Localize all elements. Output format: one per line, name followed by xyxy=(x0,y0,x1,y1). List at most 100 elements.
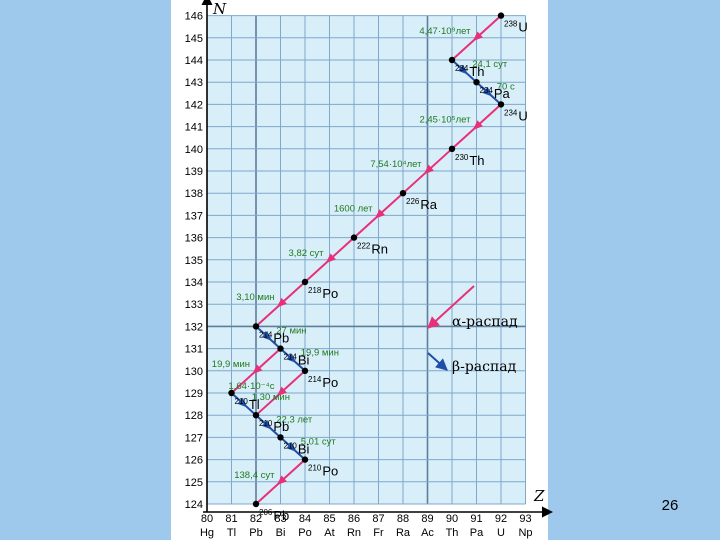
half-life-label: 4,47·10⁹лет xyxy=(419,26,471,37)
x-tick-label: 92 xyxy=(495,513,507,525)
x-tick-label: 90 xyxy=(446,513,458,525)
nuclide-label: 238U xyxy=(504,20,528,35)
nuclide-point xyxy=(252,412,260,419)
nuclide-mass: 206 xyxy=(259,508,273,517)
beta-decay-arrowhead xyxy=(457,64,468,75)
axes: N Z 124 125 126 127 128 129 130 131 132 133 134 135 13… xyxy=(185,0,554,539)
nuclide-label: 226Ra xyxy=(406,197,438,212)
element-symbol: Th xyxy=(446,527,459,539)
alpha-decay-arrowhead xyxy=(276,297,287,308)
y-tick-label: 132 xyxy=(185,321,203,333)
y-axis-label: N xyxy=(212,0,227,18)
nuclide-symbol: Tl xyxy=(249,397,260,412)
legend-alpha-arrow xyxy=(427,285,475,329)
nuclide-mass: 210 xyxy=(284,441,298,450)
y-tick-label: 138 xyxy=(185,188,203,200)
beta-decay-arrowhead xyxy=(286,442,297,452)
nuclide-point xyxy=(399,190,407,197)
x-tick-label: 91 xyxy=(470,513,482,525)
x-tick-label: 86 xyxy=(348,513,360,525)
nuclide-symbol: Pb xyxy=(273,508,289,523)
nuclide-symbol: Th xyxy=(469,153,484,168)
nuclide-mass: 234 xyxy=(480,86,494,95)
y-tick-label: 126 xyxy=(185,455,203,467)
y-tick-label: 142 xyxy=(185,99,203,111)
x-tick-label: 83 xyxy=(274,513,286,525)
alpha-decay-arrowhead xyxy=(423,164,434,175)
half-life-label: 1600 лет xyxy=(334,203,373,214)
nuclide-label: 234Th xyxy=(455,64,485,79)
decay-arrows: 4,47·10⁹лет 24,1 сут 70 с 2,45·10⁵лет 7,54·1… xyxy=(212,16,515,503)
alpha-decay-arrowhead xyxy=(374,209,385,219)
nuclide-symbol: Po xyxy=(322,286,338,301)
y-tick-label: 125 xyxy=(185,477,203,489)
y-tick-label: 144 xyxy=(185,55,203,67)
nuclide-point xyxy=(448,145,456,152)
nuclide-label: 214Bi xyxy=(284,353,310,368)
y-tick-label: 137 xyxy=(185,210,203,222)
beta-decay-arrowhead xyxy=(261,419,272,430)
half-life-label: 70 с xyxy=(497,81,515,92)
nuclide-label: 210Bi xyxy=(284,441,310,456)
nuclide-point xyxy=(228,389,235,397)
x-axis-label: Z xyxy=(533,487,545,505)
half-life-label: 22,3 лет xyxy=(276,414,313,425)
x-tick-label: 87 xyxy=(372,513,384,525)
nuclide-mass: 214 xyxy=(259,330,273,339)
slide-number: 26 xyxy=(661,497,679,514)
nuclide-label: 234Pa xyxy=(480,86,511,101)
half-life-label: 19,9 мин xyxy=(212,359,250,370)
nuclide-mass: 214 xyxy=(308,375,322,384)
alpha-decay-arrowhead xyxy=(472,31,483,42)
nuclide-symbol: Rn xyxy=(371,242,388,257)
nuclide-mass: 210 xyxy=(308,464,322,473)
x-tick-label: 88 xyxy=(397,513,409,525)
nuclide-symbol: U xyxy=(518,108,527,123)
x-tick-label: 80 xyxy=(201,513,213,525)
y-tick-label: 131 xyxy=(185,344,203,356)
nuclide-label: 222Rn xyxy=(357,242,388,257)
nuclide-point xyxy=(277,434,284,441)
x-tick-label: 82 xyxy=(250,513,262,525)
legend-beta-arrow xyxy=(427,352,448,371)
nuclide-symbol: Po xyxy=(322,464,338,479)
nuclide-symbol: U xyxy=(518,20,527,35)
y-tick-label: 124 xyxy=(185,499,203,511)
element-symbol: Ra xyxy=(396,527,411,539)
alpha-decay-arrowhead xyxy=(276,475,287,486)
nuclide-point xyxy=(497,12,505,19)
y-tick-label: 129 xyxy=(185,388,203,400)
y-tick-label: 139 xyxy=(185,166,203,178)
alpha-decay-arrowhead xyxy=(276,386,287,397)
y-tick-label: 127 xyxy=(185,432,203,444)
nuclide-point xyxy=(277,345,284,352)
y-tick-label: 133 xyxy=(185,299,203,311)
nuclide-label: 210Pb xyxy=(259,419,289,434)
half-life-label: 3,10 мин xyxy=(236,292,274,303)
y-tick-label: 140 xyxy=(185,144,203,156)
element-symbol: Fr xyxy=(373,527,384,539)
nuclide-point xyxy=(301,278,309,286)
x-tick-label: 85 xyxy=(323,513,335,525)
nuclide-mass: 238 xyxy=(504,20,518,29)
y-tick-label: 145 xyxy=(185,33,203,45)
element-symbol: Pb xyxy=(249,527,262,539)
nuclide-mass: 210 xyxy=(259,419,273,428)
half-life-label: 3,82 сут xyxy=(289,248,325,259)
element-symbol: U xyxy=(497,527,505,539)
element-symbol: Hg xyxy=(200,527,214,539)
y-tick-label: 146 xyxy=(185,11,203,23)
half-life-label: 138,4 сут xyxy=(234,470,275,481)
beta-decay-arrowhead xyxy=(482,86,493,97)
y-tick-label: 130 xyxy=(185,366,203,378)
element-symbol: Pa xyxy=(470,527,484,539)
legend-beta-label: β-распад xyxy=(452,359,517,375)
half-life-label: 5,01 сут xyxy=(301,437,337,448)
alpha-decay-arrowhead xyxy=(325,253,336,264)
nuclide-point xyxy=(497,101,505,108)
nuclide-label: 218Po xyxy=(308,286,338,301)
nuclide-symbol: Pb xyxy=(273,419,289,434)
grid xyxy=(206,15,526,505)
nuclide-mass: 210 xyxy=(235,397,249,406)
